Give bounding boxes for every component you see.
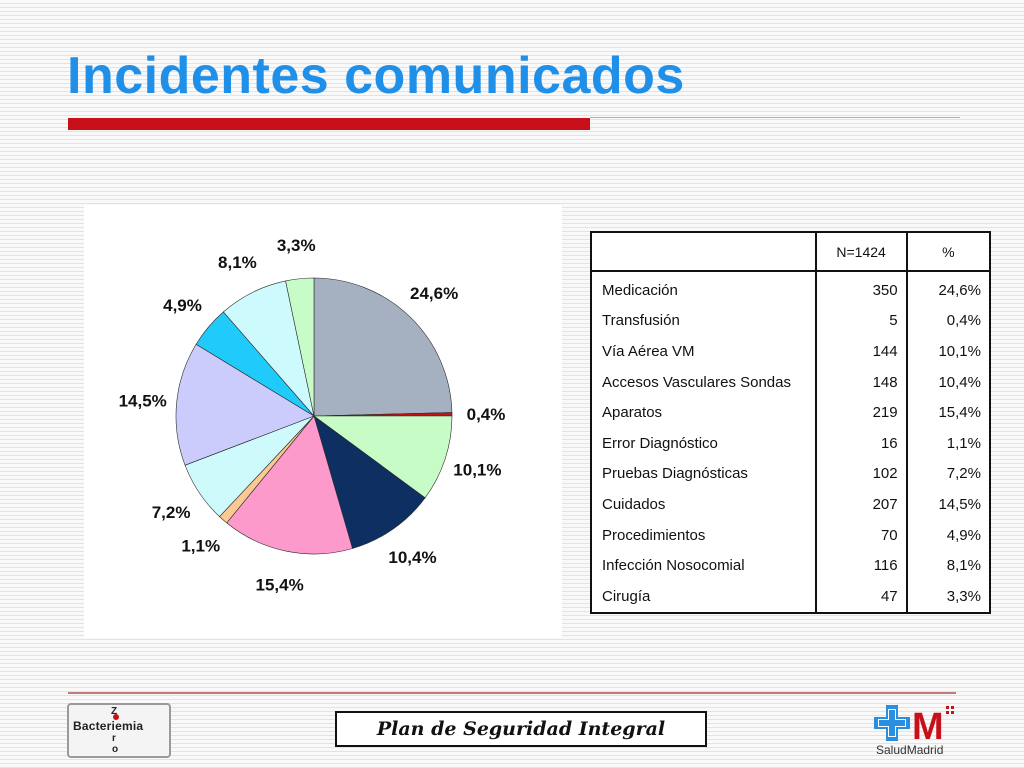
- table-cell-count: 70: [814, 519, 907, 551]
- pie-slice: [285, 277, 315, 417]
- table-cell-category: Infección Nosocomial: [602, 557, 745, 575]
- pie-slice: [226, 415, 353, 555]
- logo-mark-letter: M: [912, 706, 944, 743]
- table-row: Aparatos 219 15,4%: [591, 397, 990, 428]
- table-cell-category: Cuidados: [602, 495, 666, 513]
- table-cell-count: 350: [814, 271, 907, 306]
- table-header-count: N=1424: [814, 232, 907, 272]
- salud-madrid-mark-icon: M: [874, 705, 954, 748]
- footer-plan-label: Plan de Seguridad Integral: [335, 711, 707, 747]
- table-cell-percent: 15,4%: [905, 397, 990, 428]
- pie-slice-label: 14,5%: [119, 391, 167, 410]
- page-title: Incidentes comunicados: [67, 47, 685, 105]
- pie-chart: 24,6% 0,4% 10,1% 10,4% 15,4% 1,1% 7,2% 14,5% 4,9…: [119, 236, 506, 595]
- table-cell-count: 144: [814, 336, 907, 367]
- table-row: Cirugía 47 3,3%: [591, 580, 990, 613]
- pie-slice: [313, 415, 426, 549]
- table-cell-category: Accesos Vasculares Sondas: [602, 373, 791, 391]
- logo-letter: Z: [111, 706, 118, 717]
- pie-slice-label: 8,1%: [218, 253, 257, 272]
- table-cell-category: Medicación: [602, 281, 678, 299]
- table-cell-percent: 7,2%: [905, 458, 990, 490]
- salud-madrid-logo: M SaludMadrid: [872, 703, 960, 761]
- bacteriemia-zero-logo: Z Bacteriemia r o: [67, 703, 171, 758]
- table-cell-count: 207: [814, 489, 907, 520]
- pie-slice-label: 10,1%: [453, 461, 501, 480]
- table-row: Error Diagnóstico 16 1,1%: [591, 427, 990, 459]
- table-cell-count: 47: [814, 580, 907, 613]
- pie-slice: [313, 415, 453, 499]
- table-cell-count: 116: [814, 550, 907, 581]
- pie-slice: [175, 343, 315, 466]
- pie-slice-label: 4,9%: [163, 296, 202, 315]
- table-row: Medicación 350 24,6%: [591, 271, 990, 306]
- table-row: Pruebas Diagnósticas 102 7,2%: [591, 458, 990, 490]
- table-row: Cuidados 207 14,5%: [591, 489, 990, 520]
- table-cell-category: Aparatos: [602, 404, 663, 422]
- table-cell-percent: 8,1%: [905, 550, 990, 581]
- table-row: Procedimientos 70 4,9%: [591, 519, 990, 551]
- table-cell-category: Procedimientos: [602, 526, 706, 544]
- pie-slice-label: 1,1%: [181, 536, 220, 555]
- table-row: Vía Aérea VM 144 10,1%: [591, 336, 990, 367]
- pie-slice-label: 0,4%: [467, 405, 506, 424]
- table-cell-count: 102: [814, 458, 907, 490]
- table-cell-category: Transfusión: [602, 312, 680, 330]
- logo-dot: [113, 714, 119, 720]
- table-cell-category: Cirugía: [602, 587, 651, 605]
- table-row: Transfusión 5 0,4%: [591, 305, 990, 337]
- table-cell-percent: 3,3%: [905, 580, 990, 613]
- logo-text: Bacteriemia: [73, 719, 144, 733]
- table-cell-category: Pruebas Diagnósticas: [602, 465, 748, 483]
- logo-letter: o: [112, 744, 119, 755]
- pie-slice-label: 3,3%: [277, 236, 316, 255]
- title-accent-bar: [68, 118, 590, 130]
- table-cell-percent: 0,4%: [905, 305, 990, 337]
- table-cell-count: 5: [814, 305, 907, 337]
- table-cell-count: 219: [814, 397, 907, 428]
- pie-slice-label: 15,4%: [255, 576, 303, 595]
- incidents-table: N=1424 % Medicación 350 24,6% Transfusió…: [590, 231, 991, 614]
- table-cell-percent: 10,4%: [905, 366, 990, 398]
- logo-letter: r: [112, 733, 116, 744]
- table-cell-percent: 24,6%: [905, 271, 990, 306]
- pie-slice-label: 7,2%: [152, 503, 191, 522]
- table-header-percent: %: [905, 232, 990, 272]
- table-header-category: [591, 232, 816, 272]
- logo-text: SaludMadrid: [876, 743, 944, 757]
- pie-slice-label: 24,6%: [410, 284, 458, 303]
- table-cell-percent: 1,1%: [905, 427, 990, 459]
- table-header-row: N=1424 %: [591, 232, 990, 272]
- footer-divider: [68, 692, 956, 694]
- title-divider: [590, 117, 960, 118]
- table-cell-category: Vía Aérea VM: [602, 342, 695, 360]
- table-cell-count: 148: [814, 366, 907, 398]
- table-cell-percent: 10,1%: [905, 336, 990, 367]
- table-cell-percent: 4,9%: [905, 519, 990, 551]
- table-cell-percent: 14,5%: [905, 489, 990, 520]
- pie-slice: [313, 277, 453, 417]
- pie-chart-panel: 24,6% 0,4% 10,1% 10,4% 15,4% 1,1% 7,2% 14,5% 4,9…: [84, 205, 562, 638]
- table-row: Infección Nosocomial 116 8,1%: [591, 550, 990, 581]
- table-cell-category: Error Diagnóstico: [602, 434, 718, 452]
- table-cell-count: 16: [814, 427, 907, 459]
- table-row: Accesos Vasculares Sondas 148 10,4%: [591, 366, 990, 398]
- pie-slice-label: 10,4%: [388, 548, 436, 567]
